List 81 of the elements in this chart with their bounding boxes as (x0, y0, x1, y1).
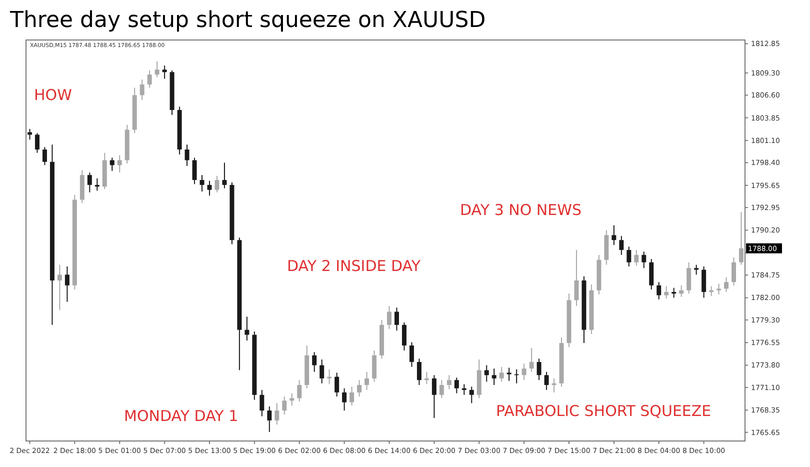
candlestick (327, 368, 332, 385)
candlestick (416, 358, 422, 386)
candlestick (484, 364, 489, 382)
candlestick (724, 276, 729, 292)
candlestick (387, 305, 392, 330)
candlestick (117, 154, 122, 174)
candlestick (664, 286, 669, 300)
candlestick (94, 178, 100, 192)
candlestick (469, 386, 474, 404)
candlestick (154, 60, 160, 78)
candlestick (694, 264, 699, 276)
annotation: PARABOLIC SHORT SQUEEZE (496, 402, 712, 420)
candlestick (200, 174, 204, 192)
candlestick (282, 396, 287, 416)
candlestick (522, 363, 526, 381)
candlestick (342, 388, 347, 412)
candlestick (454, 377, 459, 394)
candlestick (364, 371, 370, 390)
candlestick (739, 212, 744, 266)
chart-title: Three day setup short squeeze on XAUUSD (9, 8, 486, 33)
candlestick (402, 322, 406, 351)
candlestick (536, 358, 542, 381)
candlestick (732, 256, 736, 286)
candlestick (28, 128, 32, 140)
candlestick (716, 283, 722, 295)
candlestick (626, 246, 632, 267)
candlestick (439, 380, 444, 399)
candlestick (274, 402, 280, 426)
candlestick (42, 146, 47, 166)
candlestick (432, 374, 436, 418)
candlestick (552, 378, 556, 393)
candlestick (192, 157, 197, 185)
candlestick (147, 70, 152, 88)
annotation: DAY 3 NO NEWS (460, 201, 582, 219)
candlestick (320, 358, 324, 384)
candlestick (492, 368, 496, 386)
candlestick (424, 371, 429, 385)
candlestick (649, 258, 654, 290)
candlestick (312, 352, 317, 372)
candlestick (499, 366, 504, 382)
candlestick (679, 284, 684, 298)
candlestick (672, 287, 676, 298)
candlestick (290, 392, 294, 406)
candlestick (297, 380, 302, 402)
candlestick (544, 371, 549, 390)
candlestick (372, 350, 377, 382)
candlestick (184, 144, 190, 166)
candlestick (34, 132, 40, 154)
candlestick (334, 372, 340, 398)
annotation: HOW (34, 86, 72, 104)
candlestick (612, 224, 616, 246)
candlestick (394, 307, 399, 332)
candlestick (619, 235, 624, 256)
candlestick (574, 249, 579, 306)
candlestick (110, 157, 114, 172)
candlestick (214, 175, 220, 193)
candlestick (529, 347, 534, 372)
candlestick (267, 406, 272, 432)
candlestick (357, 380, 362, 398)
candlestick (140, 79, 144, 101)
candlestick (709, 286, 714, 297)
annotation: DAY 2 INSIDE DAY (287, 257, 422, 275)
candlestick (642, 251, 646, 269)
candlestick (162, 65, 167, 80)
candlestick (462, 384, 466, 396)
candlestick (634, 249, 639, 266)
candlestick (446, 374, 452, 390)
candlestick (686, 262, 692, 294)
candlestick (350, 386, 354, 406)
candlestick (222, 162, 227, 189)
candlestick (207, 180, 212, 196)
candlestick (506, 367, 512, 382)
annotation: MONDAY DAY 1 (124, 407, 238, 425)
candlestick (409, 342, 414, 368)
candlestick (64, 266, 70, 302)
candlestick (57, 264, 62, 311)
candlestick (244, 316, 250, 342)
candlestick (702, 266, 706, 298)
candlestick (87, 172, 92, 193)
candlestick (656, 282, 662, 300)
candlestick (260, 389, 264, 417)
